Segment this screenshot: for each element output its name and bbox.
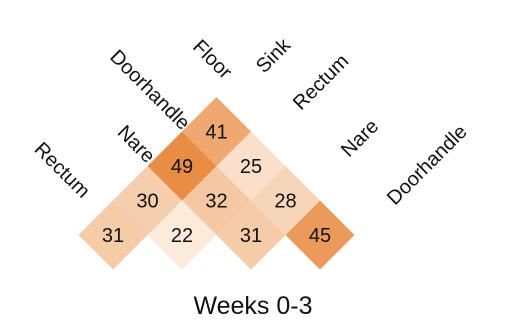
cell-value-label: 28 (274, 191, 296, 213)
left-axis-label: Nare (113, 121, 159, 167)
cell-value-label: 49 (171, 156, 193, 178)
right-axis-label: Doorhandle (383, 121, 472, 210)
chart-caption: Weeks 0-3 (193, 292, 313, 320)
right-axis-label: Nare (337, 115, 383, 161)
left-axis-label: Rectum (30, 138, 94, 202)
cell-value-label: 31 (240, 225, 262, 247)
heatmap-cell (182, 97, 251, 166)
left-axis-label: Doorhandle (105, 46, 194, 135)
left-axis-label: Floor (188, 36, 236, 84)
right-axis-label: Rectum (289, 50, 353, 114)
cell-value-label: 22 (171, 225, 193, 247)
cell-value-label: 30 (136, 191, 158, 213)
cell-value-label: 45 (309, 225, 331, 247)
cell-value-label: 31 (102, 225, 124, 247)
cell-value-label: 32 (205, 191, 227, 213)
cell-value-label: 41 (205, 122, 227, 144)
cell-value-label: 25 (240, 156, 262, 178)
right-axis-label: Sink (252, 34, 296, 78)
